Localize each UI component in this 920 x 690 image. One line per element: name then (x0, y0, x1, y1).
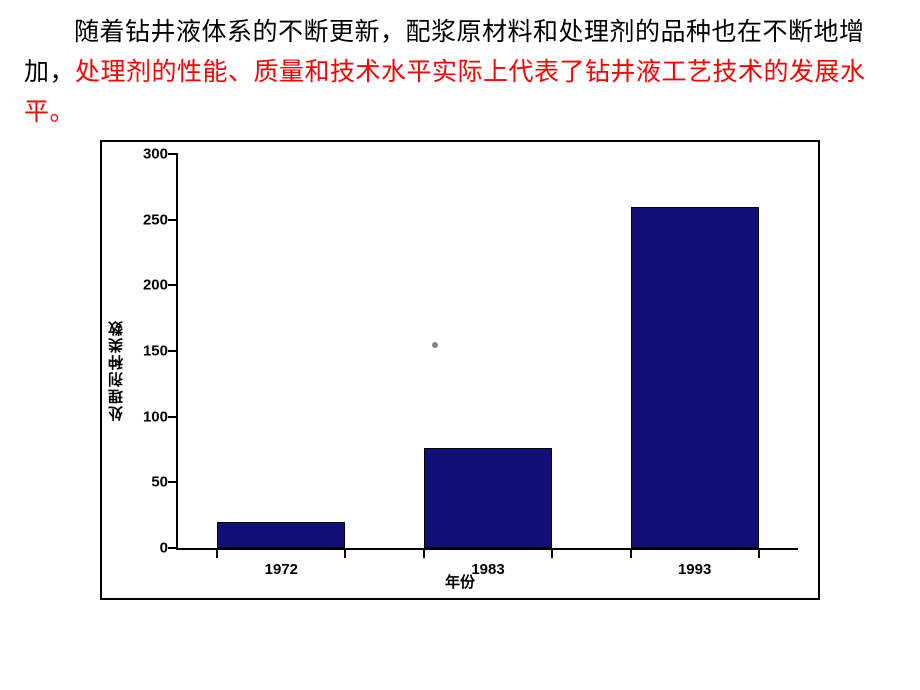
y-tick (168, 481, 178, 483)
chart-box: 处理剂种类数 050100150200250300197219831993 年份 (100, 140, 820, 600)
y-tick (168, 153, 178, 155)
intro-paragraph: 随着钻井液体系的不断更新，配浆原材料和处理剂的品种也在不断地增加，处理剂的性能、… (24, 12, 896, 132)
bar (217, 522, 345, 548)
bar (631, 207, 759, 548)
chart-container: 处理剂种类数 050100150200250300197219831993 年份 (100, 140, 820, 600)
x-tick (216, 548, 218, 558)
x-tick (551, 548, 553, 558)
y-tick-label: 250 (128, 211, 168, 228)
y-tick (168, 284, 178, 286)
y-tick-label: 300 (128, 146, 168, 163)
x-tick (423, 548, 425, 558)
y-tick-label: 150 (128, 343, 168, 360)
paragraph-highlight-text: 处理剂的性能、质量和技术水平实际上代表了钻井液工艺技术的发展水平。 (24, 58, 866, 126)
y-tick (168, 547, 178, 549)
x-tick (630, 548, 632, 558)
y-tick (168, 350, 178, 352)
y-tick-label: 200 (128, 277, 168, 294)
x-tick (344, 548, 346, 558)
y-tick-label: 0 (128, 540, 168, 557)
y-tick (168, 219, 178, 221)
y-tick-label: 100 (128, 408, 168, 425)
slide: 随着钻井液体系的不断更新，配浆原材料和处理剂的品种也在不断地增加，处理剂的性能、… (0, 0, 920, 690)
y-tick-label: 50 (128, 474, 168, 491)
plot-area: 050100150200250300197219831993 (176, 154, 798, 550)
y-tick (168, 416, 178, 418)
x-tick (758, 548, 760, 558)
decorative-dot (432, 342, 438, 348)
x-axis-title: 年份 (102, 571, 818, 592)
y-axis-title: 处理剂种类数 (106, 319, 127, 421)
bar (424, 448, 552, 548)
